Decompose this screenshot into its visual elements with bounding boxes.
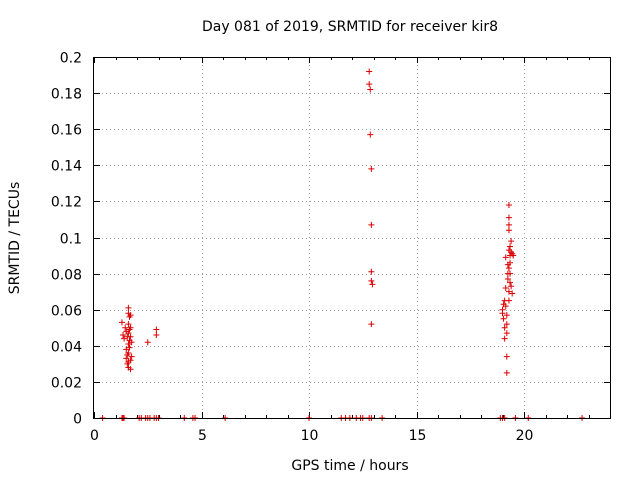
data-point xyxy=(503,353,510,360)
data-point xyxy=(505,202,512,209)
x-tick-label: 15 xyxy=(409,428,427,444)
x-tick-label: 10 xyxy=(301,428,319,444)
data-point xyxy=(120,331,127,338)
data-point xyxy=(499,310,506,317)
data-point xyxy=(501,335,508,342)
data-points xyxy=(99,68,586,421)
data-point xyxy=(507,259,514,266)
y-tick-label: 0 xyxy=(73,412,82,428)
y-tick-label: 0.04 xyxy=(51,340,82,356)
data-point xyxy=(502,285,509,292)
data-point xyxy=(127,312,134,319)
data-point xyxy=(125,321,132,328)
data-point xyxy=(368,165,375,172)
data-point xyxy=(503,321,510,328)
data-point xyxy=(368,321,375,328)
data-point xyxy=(127,366,134,373)
data-point xyxy=(507,279,514,286)
data-point xyxy=(123,346,130,353)
data-point xyxy=(125,304,132,311)
data-point xyxy=(505,214,512,221)
data-point xyxy=(368,277,375,284)
x-tick-label: 0 xyxy=(90,428,99,444)
data-point xyxy=(502,254,509,261)
y-tick-label: 0.12 xyxy=(51,195,82,211)
x-axis-label: GPS time / hours xyxy=(291,458,408,474)
y-tick-label: 0.18 xyxy=(51,87,82,103)
data-point xyxy=(505,221,512,228)
plot-frame xyxy=(93,57,611,419)
data-point xyxy=(503,312,510,319)
grid-lines xyxy=(94,57,610,418)
data-point xyxy=(368,268,375,275)
data-point xyxy=(367,86,374,93)
data-point xyxy=(128,339,135,346)
data-point xyxy=(122,324,129,331)
data-point xyxy=(127,324,134,331)
data-point xyxy=(501,324,508,331)
data-point xyxy=(500,315,507,322)
data-point xyxy=(121,335,128,342)
y-tick-label: 0.16 xyxy=(51,123,82,139)
data-point xyxy=(153,331,160,338)
data-point xyxy=(367,131,374,138)
data-point xyxy=(507,243,514,250)
data-point xyxy=(128,353,135,360)
data-point xyxy=(118,319,125,326)
data-point xyxy=(127,333,134,340)
data-point xyxy=(510,252,517,259)
data-point xyxy=(368,221,375,228)
x-tick-label: 20 xyxy=(516,428,534,444)
data-point xyxy=(125,340,132,347)
data-point xyxy=(504,276,511,283)
data-point xyxy=(123,355,130,362)
data-point xyxy=(507,270,514,277)
x-tick-label: 5 xyxy=(198,428,207,444)
data-point xyxy=(125,350,132,357)
data-point xyxy=(503,369,510,376)
data-point xyxy=(509,290,516,297)
data-point xyxy=(125,330,132,337)
data-point xyxy=(366,81,373,88)
data-point xyxy=(505,297,512,304)
data-point xyxy=(153,326,160,333)
y-tick-label: 0.1 xyxy=(60,232,82,248)
data-point xyxy=(505,288,512,295)
data-point xyxy=(366,68,373,75)
data-point xyxy=(502,303,509,310)
y-tick-label: 0.08 xyxy=(51,268,82,284)
data-point xyxy=(127,357,134,364)
data-point xyxy=(505,265,512,272)
y-tick-label: 0.02 xyxy=(51,376,82,392)
data-point xyxy=(126,344,133,351)
y-axis-label: SRMTID / TECUs xyxy=(7,182,23,295)
y-tick-label: 0.2 xyxy=(60,51,82,67)
data-point xyxy=(508,283,515,290)
data-point xyxy=(505,227,512,234)
data-point xyxy=(369,281,376,288)
chart-title: Day 081 of 2019, SRMTID for receiver kir… xyxy=(202,19,498,35)
y-tick-labels: 0 0.02 0.04 0.06 0.08 0.1 0.12 0.14 0.16 0.18 0.2 xyxy=(51,51,82,428)
data-point xyxy=(503,330,510,337)
data-point xyxy=(508,238,515,245)
y-tick-label: 0.14 xyxy=(51,159,82,175)
data-point xyxy=(144,339,151,346)
x-tick-labels: 0 5 10 15 20 xyxy=(90,428,533,444)
y-tick-label: 0.06 xyxy=(51,304,82,320)
